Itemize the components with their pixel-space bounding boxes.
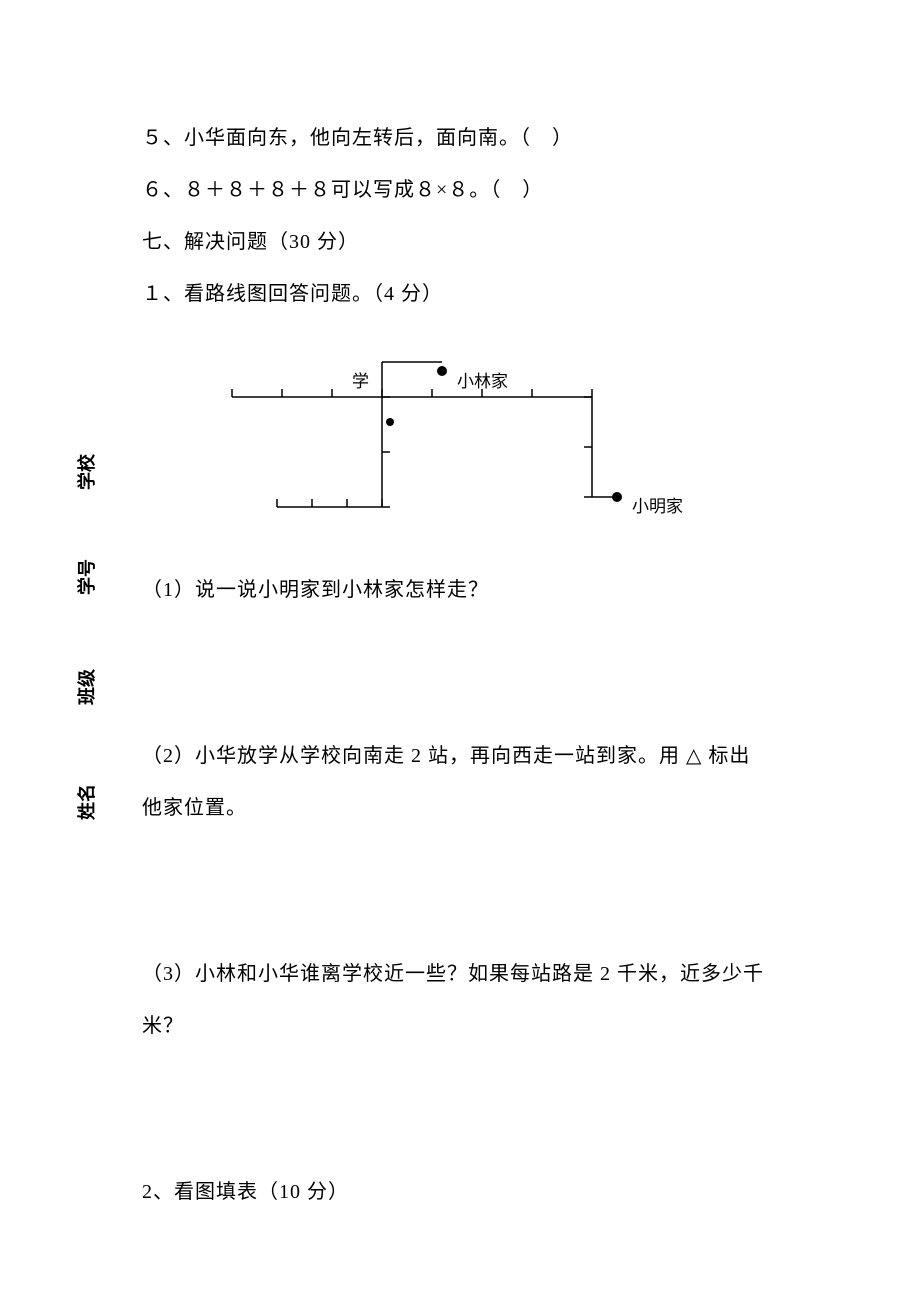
question-5: ５、小华面向东，他向左转后，面向南。（ ） <box>142 115 802 161</box>
school-label: 学 <box>352 362 369 401</box>
side-label-class: 班级 <box>73 669 99 705</box>
side-label-school: 学校 <box>73 454 99 490</box>
question-2: 2、看图填表（10 分） <box>142 1169 802 1215</box>
page-content: ５、小华面向东，他向左转后，面向南。（ ） ６、８＋８＋８＋８可以写成８×８。（… <box>142 115 802 1221</box>
xiaoming-label: 小明家 <box>632 487 683 526</box>
sub-question-3b: 米？ <box>142 1003 802 1049</box>
sub2-text-a: （2）小华放学从学校向南走 2 站，再向西走一站到家。用 <box>142 745 686 767</box>
sub-question-3a: （3）小林和小华谁离学校近一些？如果每站路是 2 千米，近多少千 <box>142 951 802 997</box>
route-map-diagram: 学 小林家 小明家 <box>172 347 732 547</box>
question-6: ６、８＋８＋８＋８可以写成８×８。（ ） <box>142 167 802 213</box>
triangle-icon: △ <box>686 745 702 767</box>
question-1: １、看路线图回答问题。（4 分） <box>142 271 802 317</box>
section-7-heading: 七、解决问题（30 分） <box>142 219 802 265</box>
side-label-id: 学号 <box>73 559 99 595</box>
sub2-line2: 他家位置。 <box>142 785 802 831</box>
xiaolin-label: 小林家 <box>457 362 508 401</box>
sub2-text-b: 标出 <box>702 745 750 767</box>
side-label-name: 姓名 <box>73 784 99 820</box>
sub-question-2: （2）小华放学从学校向南走 2 站，再向西走一站到家。用 △ 标出 <box>142 733 802 779</box>
sub-question-1: （1）说一说小明家到小林家怎样走？ <box>142 567 802 613</box>
